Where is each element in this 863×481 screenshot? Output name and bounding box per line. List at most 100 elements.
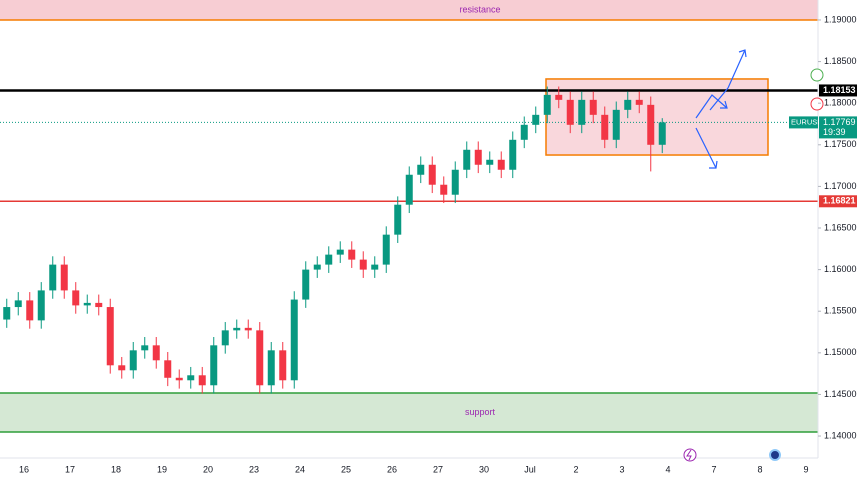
x-tick-label: 16 — [19, 464, 29, 474]
y-tick-label: 1.16000 — [824, 264, 857, 274]
candle-body — [336, 249, 344, 255]
x-tick-label: 25 — [341, 464, 351, 474]
y-tick-label: 1.18000 — [824, 98, 857, 108]
candle-body — [405, 174, 413, 205]
x-tick-label: 3 — [619, 464, 624, 474]
candle-body — [49, 264, 57, 291]
symbol-tag — [789, 116, 818, 129]
y-tick-label: 1.18500 — [824, 56, 857, 66]
level-tag — [819, 84, 857, 97]
level-tag-label: 1.16821 — [823, 196, 856, 206]
symbol-tag-label: EURUSD — [791, 117, 823, 126]
x-tick-label: 7 — [711, 464, 716, 474]
time-axis — [0, 458, 818, 481]
candle-body — [313, 264, 321, 270]
candle-body — [325, 254, 333, 265]
candle-body — [72, 290, 80, 306]
candle-body — [520, 124, 528, 140]
candle-body — [290, 299, 298, 381]
candle-body — [164, 360, 172, 378]
candle-body — [382, 234, 390, 265]
countdown-label: 19:39 — [823, 127, 846, 137]
y-tick-label: 1.15500 — [824, 306, 857, 316]
x-tick-label: 19 — [157, 464, 167, 474]
candle-body — [37, 290, 45, 321]
candle-body — [371, 264, 379, 270]
candle-body — [198, 375, 206, 386]
candle-body — [417, 164, 425, 175]
zone-label: resistance — [459, 4, 500, 14]
x-tick-label: 23 — [249, 464, 259, 474]
candle-body — [3, 307, 11, 320]
candle-body — [624, 99, 632, 110]
last-price-label: 1.17769 — [823, 117, 856, 127]
candle-body — [601, 114, 609, 140]
candle-body — [175, 377, 183, 381]
candle-body — [141, 345, 149, 351]
candle-body — [129, 350, 137, 371]
candle-body — [647, 104, 655, 145]
candle-body — [359, 259, 367, 270]
candle-body — [532, 114, 540, 125]
candle-body — [566, 99, 574, 125]
candle-body — [60, 264, 68, 291]
alert-up-icon[interactable] — [810, 68, 824, 82]
candle-body — [221, 330, 229, 346]
candle-body — [302, 269, 310, 300]
x-tick-label: 18 — [111, 464, 121, 474]
alert-down-icon[interactable] — [810, 97, 824, 111]
zone-label: support — [465, 407, 496, 417]
candle-body — [428, 164, 436, 185]
candle-body — [635, 99, 643, 105]
candle-body — [210, 345, 218, 386]
candle-body — [451, 169, 459, 195]
candle-body — [486, 159, 494, 165]
x-tick-label: 24 — [295, 464, 305, 474]
candle-body — [612, 109, 620, 140]
candle-body — [555, 94, 563, 100]
x-tick-label: 30 — [479, 464, 489, 474]
candle-body — [394, 204, 402, 235]
news-icon[interactable] — [769, 449, 781, 461]
zone — [0, 393, 818, 433]
candle-body — [474, 149, 482, 165]
x-tick-label: 8 — [757, 464, 762, 474]
candle-body — [106, 307, 114, 366]
price-axis — [818, 0, 863, 481]
candle-body — [578, 99, 586, 125]
event-icon[interactable] — [683, 448, 697, 462]
candle-body — [440, 184, 448, 195]
candle-body — [152, 345, 160, 361]
candle-body — [348, 249, 356, 260]
x-tick-label: 2 — [573, 464, 578, 474]
y-tick-label: 1.19000 — [824, 14, 857, 24]
candle-body — [497, 159, 505, 170]
x-tick-label: 9 — [803, 464, 808, 474]
candle-body — [256, 330, 264, 386]
x-tick-label: 26 — [387, 464, 397, 474]
level-tag — [819, 195, 857, 208]
candle-body — [509, 139, 517, 170]
x-tick-label: 20 — [203, 464, 213, 474]
x-tick-label: Jul — [524, 464, 536, 474]
candle-body — [279, 350, 287, 381]
candle-body — [83, 302, 91, 306]
candle-body — [26, 300, 34, 321]
candle-body — [658, 122, 666, 145]
forecast-arrows — [695, 49, 747, 169]
candle-body — [589, 99, 597, 115]
y-tick-label: 1.14000 — [824, 430, 857, 440]
y-tick-label: 1.17000 — [824, 181, 857, 191]
x-tick-label: 27 — [433, 464, 443, 474]
candle-body — [233, 327, 241, 331]
candle-body — [14, 300, 22, 308]
candle-body — [95, 302, 103, 308]
candle-body — [543, 94, 551, 115]
arrow-up — [709, 49, 747, 111]
candle-body — [187, 375, 195, 381]
event-bolt — [686, 449, 692, 461]
candle-body — [118, 365, 126, 371]
last-price-tag — [819, 116, 857, 139]
candle-body — [463, 149, 471, 170]
